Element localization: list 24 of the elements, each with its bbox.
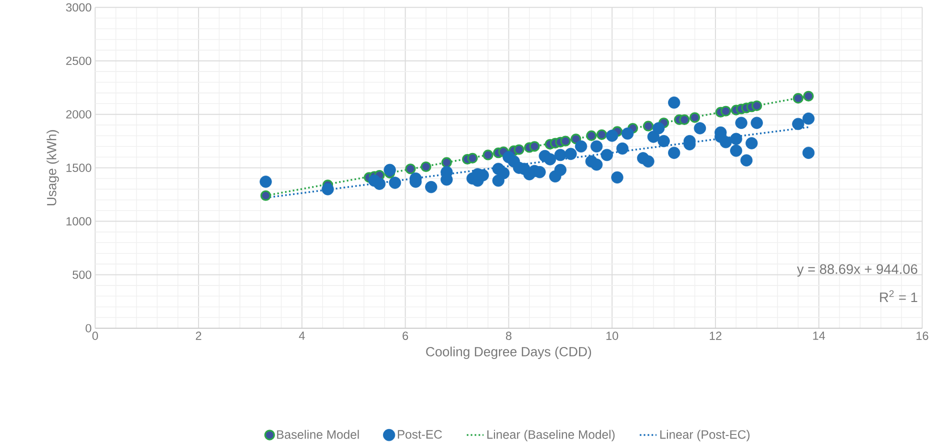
legend-label: Post-EC: [398, 430, 442, 439]
legend-label: Linear (Post-EC): [660, 430, 750, 442]
annotation: R$^{2}$ = 1: [880, 290, 918, 302]
x-tick-label: 10: [606, 332, 618, 340]
y-axis-title: Usage (kWh): [46, 130, 59, 206]
x-tick-label: 6: [402, 332, 408, 340]
y-tick-label: 1500: [66, 164, 92, 172]
x-tick-label: 8: [506, 332, 512, 340]
x-tick-label: 14: [813, 332, 826, 340]
x-tick-label: 4: [298, 332, 305, 340]
annotation: y = 88.69x + 944.06: [796, 264, 918, 277]
x-tick-label: 0: [92, 332, 98, 340]
y-tick-label: 2000: [66, 110, 92, 118]
legend-label: Linear (Baseline Model): [487, 430, 615, 442]
x-tick-label: 16: [916, 332, 928, 340]
y-tick-label: 2500: [66, 56, 92, 65]
legend-label: Baseline Model: [277, 430, 359, 439]
x-tick-label: 2: [196, 332, 202, 340]
y-tick-label: 1000: [66, 217, 92, 226]
y-tick-label: 3000: [66, 3, 92, 12]
y-tick-label: 500: [72, 270, 92, 279]
y-tick-label: 0: [86, 324, 92, 332]
x-axis-title: Cooling Degree Days (CDD): [426, 346, 592, 359]
x-tick-label: 12: [710, 332, 722, 340]
